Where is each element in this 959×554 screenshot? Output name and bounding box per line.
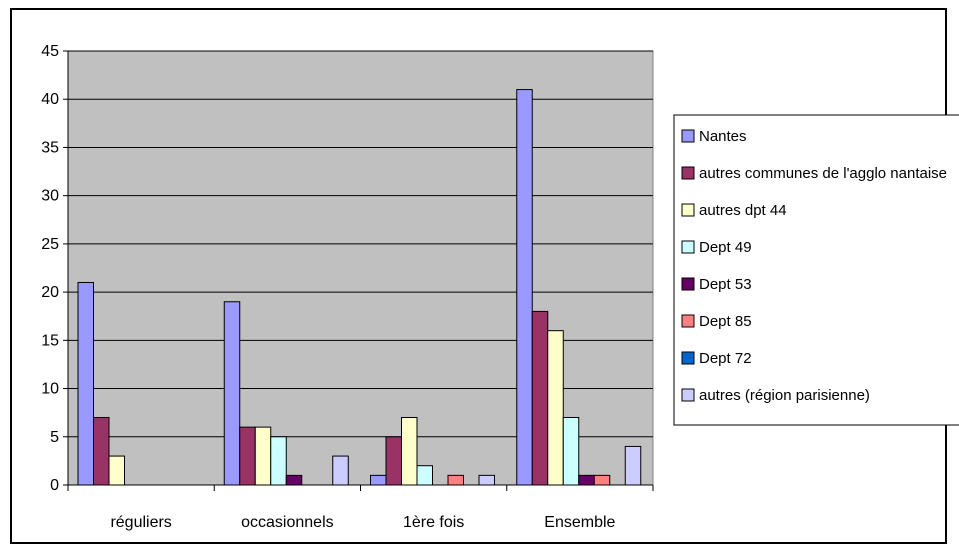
legend-label: Dept 72 — [699, 350, 752, 367]
bar — [478, 474, 495, 486]
bar — [531, 310, 549, 486]
bar — [447, 474, 464, 486]
legend-swatch — [681, 277, 695, 291]
x-tick-label: Ensemble — [544, 514, 615, 531]
bar — [285, 474, 303, 486]
legend-swatch — [681, 129, 695, 143]
legend-label: autres (région parisienne) — [699, 387, 870, 404]
bar — [547, 330, 564, 486]
x-tick-label: 1ère fois — [403, 514, 464, 531]
legend — [673, 114, 959, 426]
bar — [624, 445, 642, 486]
bar — [93, 416, 110, 486]
legend-swatch — [681, 388, 695, 402]
bar — [77, 281, 94, 486]
legend-label: Dept 85 — [699, 313, 752, 330]
legend-swatch — [681, 203, 695, 217]
bar — [223, 301, 241, 486]
bar — [401, 416, 418, 486]
bar — [270, 436, 287, 486]
x-tick-label: occasionnels — [241, 514, 334, 531]
y-tick-label: 10 — [41, 381, 59, 398]
legend-swatch — [681, 240, 695, 254]
bar — [332, 455, 349, 486]
legend-label: autres communes de l'agglo nantaise — [699, 165, 947, 182]
y-tick-label: 25 — [41, 236, 59, 253]
y-tick-label: 15 — [41, 332, 59, 349]
bar — [370, 474, 387, 486]
bar — [108, 455, 125, 486]
legend-swatch — [681, 314, 695, 328]
y-tick-label: 5 — [50, 429, 59, 446]
legend-label: Dept 53 — [699, 276, 752, 293]
bar — [578, 474, 595, 486]
bar — [516, 89, 533, 486]
legend-label: Nantes — [699, 128, 747, 145]
bar — [416, 465, 433, 486]
bar — [254, 426, 272, 486]
legend-label: autres dpt 44 — [699, 202, 787, 219]
bar — [593, 474, 611, 486]
legend-swatch — [681, 351, 695, 365]
legend-label: Dept 49 — [699, 239, 752, 256]
bar — [562, 416, 580, 486]
bar — [239, 426, 256, 486]
y-tick-label: 20 — [41, 284, 59, 301]
y-tick-label: 45 — [41, 43, 59, 60]
bar — [385, 436, 402, 486]
y-tick-label: 40 — [41, 91, 59, 108]
legend-swatch — [681, 166, 695, 180]
x-tick-label: réguliers — [110, 514, 171, 531]
y-tick-label: 0 — [50, 477, 59, 494]
y-tick-label: 30 — [41, 188, 59, 205]
y-tick-label: 35 — [41, 139, 59, 156]
